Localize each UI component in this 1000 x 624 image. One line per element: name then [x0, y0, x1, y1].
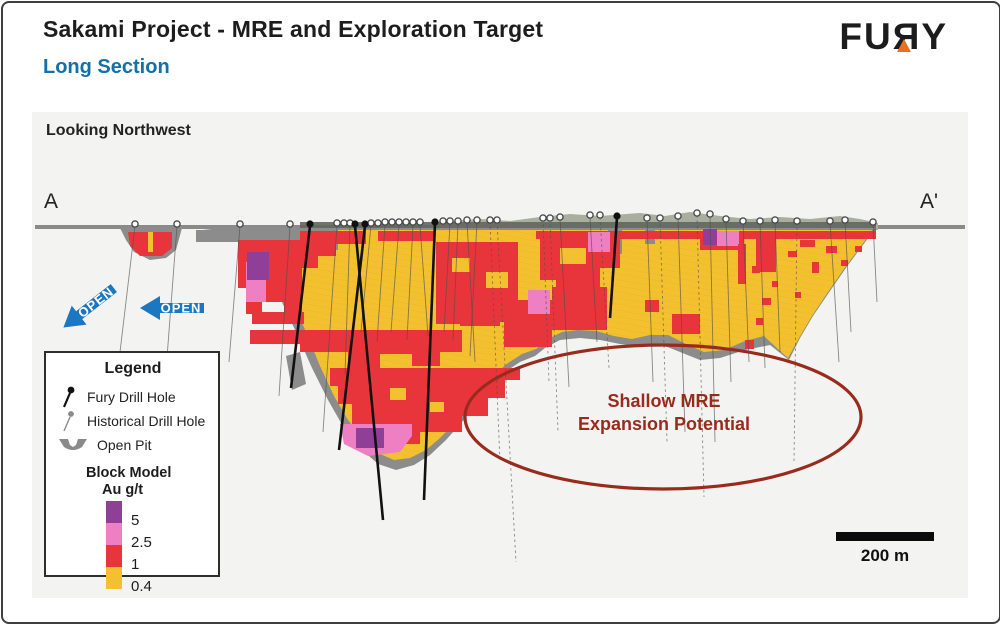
- grade-value-label: 5: [131, 512, 140, 529]
- block-model-unit: Au g/t: [102, 482, 144, 498]
- legend-item-label: Open Pit: [97, 437, 152, 453]
- legend-item-label: Fury Drill Hole: [87, 389, 176, 405]
- legend-title: Legend: [104, 360, 162, 377]
- grade-color-swatch: [106, 501, 122, 523]
- open-arrow-label: OPEN: [161, 301, 202, 316]
- page-title: Sakami Project - MRE and Exploration Tar…: [43, 16, 544, 42]
- block-model-ramp: 5 2.5 1 0.4: [106, 501, 208, 595]
- pit-bench-strip: [300, 222, 876, 231]
- logo-triangle-icon: [896, 39, 911, 52]
- legend-item-fury-drill-hole: Fury Drill Hole: [58, 385, 208, 409]
- legend-item-historical-drill-hole: Historical Drill Hole: [58, 409, 208, 433]
- annotation-line-2: Expansion Potential: [577, 414, 751, 434]
- legend-item-label: Historical Drill Hole: [87, 413, 206, 429]
- logo-mirrored-r: Я: [892, 16, 922, 57]
- small-pit-yellow-block: [148, 232, 153, 252]
- historical-drill-hole-icon: [63, 411, 74, 432]
- page-subtitle: Long Section: [43, 56, 170, 78]
- annotation-line-1: Shallow MRE: [607, 391, 721, 411]
- grade-value-label: 0.4: [131, 578, 152, 595]
- scale-bar: [836, 532, 934, 541]
- open-arrow-label: OPEN: [75, 284, 116, 321]
- collars-layer: [131, 209, 877, 228]
- expansion-potential-ellipse: [463, 343, 863, 491]
- grade-color-swatch: [106, 523, 122, 545]
- fury-logo: FU Я Y: [839, 16, 948, 58]
- grade-row: 5: [106, 501, 208, 529]
- grade-value-label: 1: [131, 556, 140, 573]
- grade-blocks: [238, 229, 876, 456]
- grade-color-swatch: [106, 567, 122, 589]
- grade-value-label: 2.5: [131, 534, 152, 551]
- view-direction-label: Looking Northwest: [46, 122, 191, 139]
- open-arrow-horizontal: OPEN: [140, 296, 204, 320]
- section-label-a: A: [44, 190, 59, 213]
- grade-row: 1: [106, 545, 208, 573]
- fury-holes-layer: [289, 216, 619, 521]
- grade-row: 2.5: [106, 523, 208, 551]
- legend-item-open-pit: Open Pit: [58, 433, 208, 457]
- fury-drill-hole-icon: [62, 386, 75, 408]
- legend-box: Legend Fury Drill Hole Historical Drill …: [44, 351, 220, 595]
- open-pit-icon: [59, 439, 87, 450]
- grade-color-swatch: [106, 545, 122, 567]
- scale-bar-label: 200 m: [860, 546, 910, 565]
- open-arrow-diagonal: OPEN: [63, 284, 117, 328]
- section-label-a-prime: A': [920, 190, 939, 213]
- logo-letters-right: Y: [921, 16, 948, 57]
- block-model-title: Block Model: [86, 465, 172, 481]
- logo-letters-left: FU: [839, 16, 893, 57]
- grade-row: 0.4: [106, 567, 208, 595]
- expansion-potential-annotation: Shallow MRE Expansion Potential: [464, 390, 864, 436]
